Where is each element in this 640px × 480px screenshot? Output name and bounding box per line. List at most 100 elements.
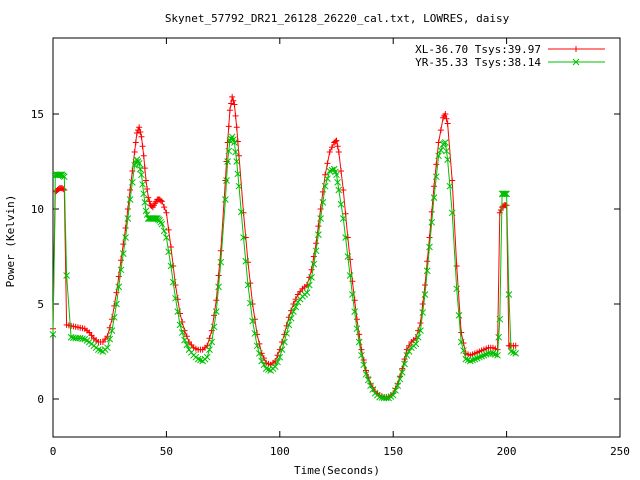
data-point — [328, 144, 335, 151]
data-point — [428, 218, 436, 226]
data-point — [335, 186, 343, 194]
data-point — [362, 370, 370, 378]
data-point — [308, 266, 315, 273]
data-point — [106, 335, 114, 343]
data-point — [134, 158, 142, 165]
data-point — [140, 190, 148, 198]
data-point — [430, 194, 438, 201]
data-point — [443, 115, 450, 122]
data-point — [449, 177, 456, 184]
chart-title: Skynet_57792_DR21_26128_26220_cal.txt, L… — [165, 12, 510, 25]
data-point — [113, 300, 120, 308]
data-point — [140, 152, 147, 159]
data-point — [144, 186, 151, 193]
data-point — [274, 358, 281, 366]
data-point — [232, 148, 239, 156]
data-point — [442, 139, 449, 146]
data-point — [156, 217, 163, 224]
data-point — [428, 208, 435, 215]
y-tick-label: 15 — [31, 108, 44, 121]
data-point — [305, 281, 313, 289]
data-point — [462, 355, 470, 363]
data-point — [60, 186, 67, 193]
data-point — [119, 250, 127, 258]
data-point — [161, 204, 168, 211]
data-point — [256, 350, 263, 357]
data-point — [141, 198, 149, 206]
data-point — [426, 243, 433, 251]
data-point — [360, 361, 368, 369]
data-point — [136, 165, 144, 173]
data-point — [333, 137, 340, 144]
data-point — [60, 173, 68, 181]
data-point — [426, 234, 433, 241]
data-point — [178, 329, 186, 336]
data-point — [120, 241, 127, 248]
data-point — [278, 346, 286, 353]
data-point — [369, 386, 377, 393]
data-point — [333, 171, 340, 179]
data-point — [356, 331, 363, 338]
data-point — [437, 127, 444, 134]
y-tick-label: 5 — [37, 298, 44, 311]
x-tick-label: 250 — [610, 445, 630, 458]
data-point — [203, 353, 211, 361]
data-point — [129, 168, 136, 174]
data-point — [471, 355, 479, 363]
data-point — [572, 58, 580, 66]
data-point — [417, 320, 424, 326]
data-point — [507, 348, 515, 355]
data-point — [453, 263, 460, 269]
data-point — [126, 196, 134, 203]
data-point — [213, 297, 220, 304]
data-point — [139, 180, 146, 188]
data-point — [349, 291, 356, 298]
data-point — [232, 112, 239, 119]
data-point — [242, 257, 250, 265]
data-point — [396, 375, 404, 383]
data-point — [344, 253, 352, 260]
data-point — [139, 143, 146, 150]
data-point — [115, 283, 123, 291]
data-point — [212, 308, 220, 315]
data-point — [355, 338, 363, 346]
data-point — [124, 215, 132, 222]
data-point — [142, 207, 150, 215]
data-point — [157, 197, 164, 204]
data-point — [104, 344, 111, 352]
data-point — [326, 167, 334, 175]
data-point — [339, 215, 347, 222]
data-point — [258, 357, 266, 365]
data-point — [398, 369, 406, 376]
data-point — [505, 291, 513, 298]
data-point — [497, 206, 504, 213]
data-point — [353, 325, 361, 333]
x-tick-label: 150 — [383, 445, 403, 458]
data-point — [49, 331, 57, 338]
axes — [52, 37, 621, 438]
data-point — [194, 355, 202, 363]
data-point — [285, 321, 293, 329]
data-point — [230, 97, 237, 104]
data-point — [222, 196, 229, 203]
data-point — [163, 234, 170, 241]
data-point — [401, 360, 408, 368]
data-point — [233, 124, 240, 131]
data-point — [118, 257, 125, 264]
data-point — [208, 338, 216, 346]
data-point — [389, 391, 397, 399]
data-point — [152, 215, 160, 222]
data-point — [337, 200, 345, 208]
data-point — [317, 215, 324, 222]
data-point — [215, 283, 222, 291]
data-point — [340, 187, 347, 193]
data-point — [358, 346, 365, 353]
data-point — [225, 147, 233, 155]
data-point — [287, 314, 295, 322]
x-tick-label: 0 — [50, 445, 57, 458]
data-point — [466, 357, 474, 365]
data-point — [495, 333, 503, 341]
data-point — [133, 130, 140, 136]
legend-label-2: YR-35.33 Tsys:38.14 — [415, 56, 541, 69]
